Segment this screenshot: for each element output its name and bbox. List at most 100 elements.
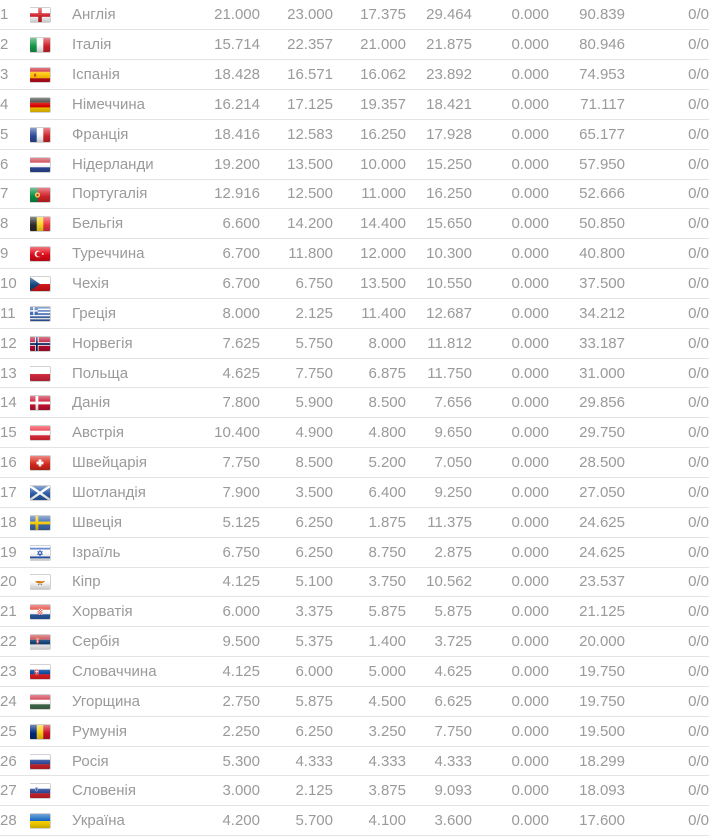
table-row: 3 Іспанія 18.428 16.571 16.062 23.892 0.… [0, 59, 709, 91]
coeff-cell-4: 3.600 [406, 805, 472, 836]
table-row: 19 Ізраїль 6.750 6.250 8.750 2.875 0.000… [0, 537, 709, 568]
country-cell: Туреччина [72, 238, 187, 270]
flag-icon-portugal [30, 187, 50, 202]
ratio-cell: 0/0 [625, 507, 709, 538]
coeff-cell-5: 0.000 [472, 0, 549, 31]
coeff-cell-3: 8.000 [333, 328, 406, 359]
flag-icon-greece [30, 306, 50, 321]
coeff-cell-4: 18.421 [406, 89, 472, 120]
coeff-cell-3: 4.800 [333, 417, 406, 449]
coeff-cell-1: 4.625 [187, 358, 260, 389]
table-row: 8 Бельгія 6.600 14.200 14.400 15.650 0.0… [0, 208, 709, 240]
coeff-cell-1: 9.500 [187, 626, 260, 658]
coeff-cell-5: 0.000 [472, 805, 549, 836]
coeff-cell-5: 0.000 [472, 59, 549, 91]
coeff-cell-1: 6.000 [187, 596, 260, 628]
coeff-cell-1: 6.750 [187, 537, 260, 568]
total-cell: 19.750 [549, 656, 625, 687]
coeff-cell-4: 3.725 [406, 626, 472, 658]
flag-cell [30, 567, 72, 598]
flag-icon-slovenia [30, 784, 50, 799]
flag-icon-israel [30, 545, 50, 560]
coeff-cell-5: 0.000 [472, 29, 549, 61]
coeff-cell-5: 0.000 [472, 537, 549, 568]
rank-cell: 8 [0, 208, 30, 240]
table-row: 16 Швейцарія 7.750 8.500 5.200 7.050 0.0… [0, 447, 709, 478]
coeff-cell-3: 11.000 [333, 179, 406, 210]
coeff-cell-5: 0.000 [472, 358, 549, 389]
total-cell: 57.950 [549, 149, 625, 180]
coeff-cell-5: 0.000 [472, 507, 549, 538]
ratio-cell: 0/0 [625, 358, 709, 389]
country-cell: Україна [72, 805, 187, 836]
rank-cell: 20 [0, 567, 30, 598]
country-cell: Австрія [72, 417, 187, 449]
flag-icon-spain [30, 68, 50, 83]
coeff-cell-5: 0.000 [472, 298, 549, 329]
total-cell: 40.800 [549, 238, 625, 270]
coeff-cell-1: 3.000 [187, 775, 260, 807]
flag-icon-croatia [30, 605, 50, 620]
coeff-cell-2: 17.125 [260, 89, 333, 120]
ratio-cell: 0/0 [625, 119, 709, 150]
country-cell: Шотландія [72, 477, 187, 508]
coeff-cell-2: 6.000 [260, 656, 333, 687]
total-cell: 90.839 [549, 0, 625, 31]
flag-cell [30, 596, 72, 628]
coeff-cell-4: 7.750 [406, 716, 472, 747]
flag-cell [30, 805, 72, 836]
rank-cell: 25 [0, 716, 30, 747]
rank-cell: 22 [0, 626, 30, 658]
ratio-cell: 0/0 [625, 716, 709, 747]
coeff-cell-4: 2.875 [406, 537, 472, 568]
ratio-cell: 0/0 [625, 626, 709, 658]
flag-cell [30, 29, 72, 61]
rank-cell: 1 [0, 0, 30, 31]
country-cell: Португалія [72, 179, 187, 210]
flag-icon-cyprus [30, 575, 50, 590]
coeff-cell-2: 3.500 [260, 477, 333, 508]
flag-cell [30, 298, 72, 329]
coeff-cell-1: 7.750 [187, 447, 260, 478]
flag-icon-austria [30, 426, 50, 441]
coeff-cell-2: 14.200 [260, 208, 333, 240]
coeff-cell-1: 4.200 [187, 805, 260, 836]
coeff-cell-5: 0.000 [472, 89, 549, 120]
coeff-cell-5: 0.000 [472, 268, 549, 299]
coeff-cell-5: 0.000 [472, 447, 549, 478]
rank-cell: 19 [0, 537, 30, 568]
flag-icon-slovakia [30, 665, 50, 680]
country-cell: Угорщина [72, 686, 187, 717]
flag-cell [30, 268, 72, 299]
coeff-cell-3: 4.333 [333, 746, 406, 777]
coeff-cell-3: 4.100 [333, 805, 406, 836]
rank-cell: 23 [0, 656, 30, 687]
total-cell: 33.187 [549, 328, 625, 359]
country-cell: Сербія [72, 626, 187, 658]
table-row: 27 Словенія 3.000 2.125 3.875 9.093 0.00… [0, 775, 709, 807]
coeff-cell-1: 5.125 [187, 507, 260, 538]
coeff-cell-5: 0.000 [472, 626, 549, 658]
coeff-cell-1: 2.750 [187, 686, 260, 717]
table-row: 15 Австрія 10.400 4.900 4.800 9.650 0.00… [0, 417, 709, 449]
ratio-cell: 0/0 [625, 567, 709, 598]
table-row: 9 Туреччина 6.700 11.800 12.000 10.300 0… [0, 238, 709, 270]
table-row: 2 Італія 15.714 22.357 21.000 21.875 0.0… [0, 29, 709, 61]
flag-icon-germany [30, 97, 50, 112]
coeff-cell-5: 0.000 [472, 567, 549, 598]
coeff-cell-4: 11.812 [406, 328, 472, 359]
table-row: 4 Німеччина 16.214 17.125 19.357 18.421 … [0, 89, 709, 120]
rank-cell: 7 [0, 179, 30, 210]
coeff-cell-5: 0.000 [472, 238, 549, 270]
coeff-cell-1: 5.300 [187, 746, 260, 777]
coeff-cell-2: 6.250 [260, 716, 333, 747]
total-cell: 18.299 [549, 746, 625, 777]
coeff-cell-5: 0.000 [472, 328, 549, 359]
flag-cell [30, 686, 72, 717]
rank-cell: 5 [0, 119, 30, 150]
flag-cell [30, 537, 72, 568]
country-cell: Італія [72, 29, 187, 61]
total-cell: 50.850 [549, 208, 625, 240]
flag-icon-switzerland [30, 456, 50, 471]
ratio-cell: 0/0 [625, 447, 709, 478]
